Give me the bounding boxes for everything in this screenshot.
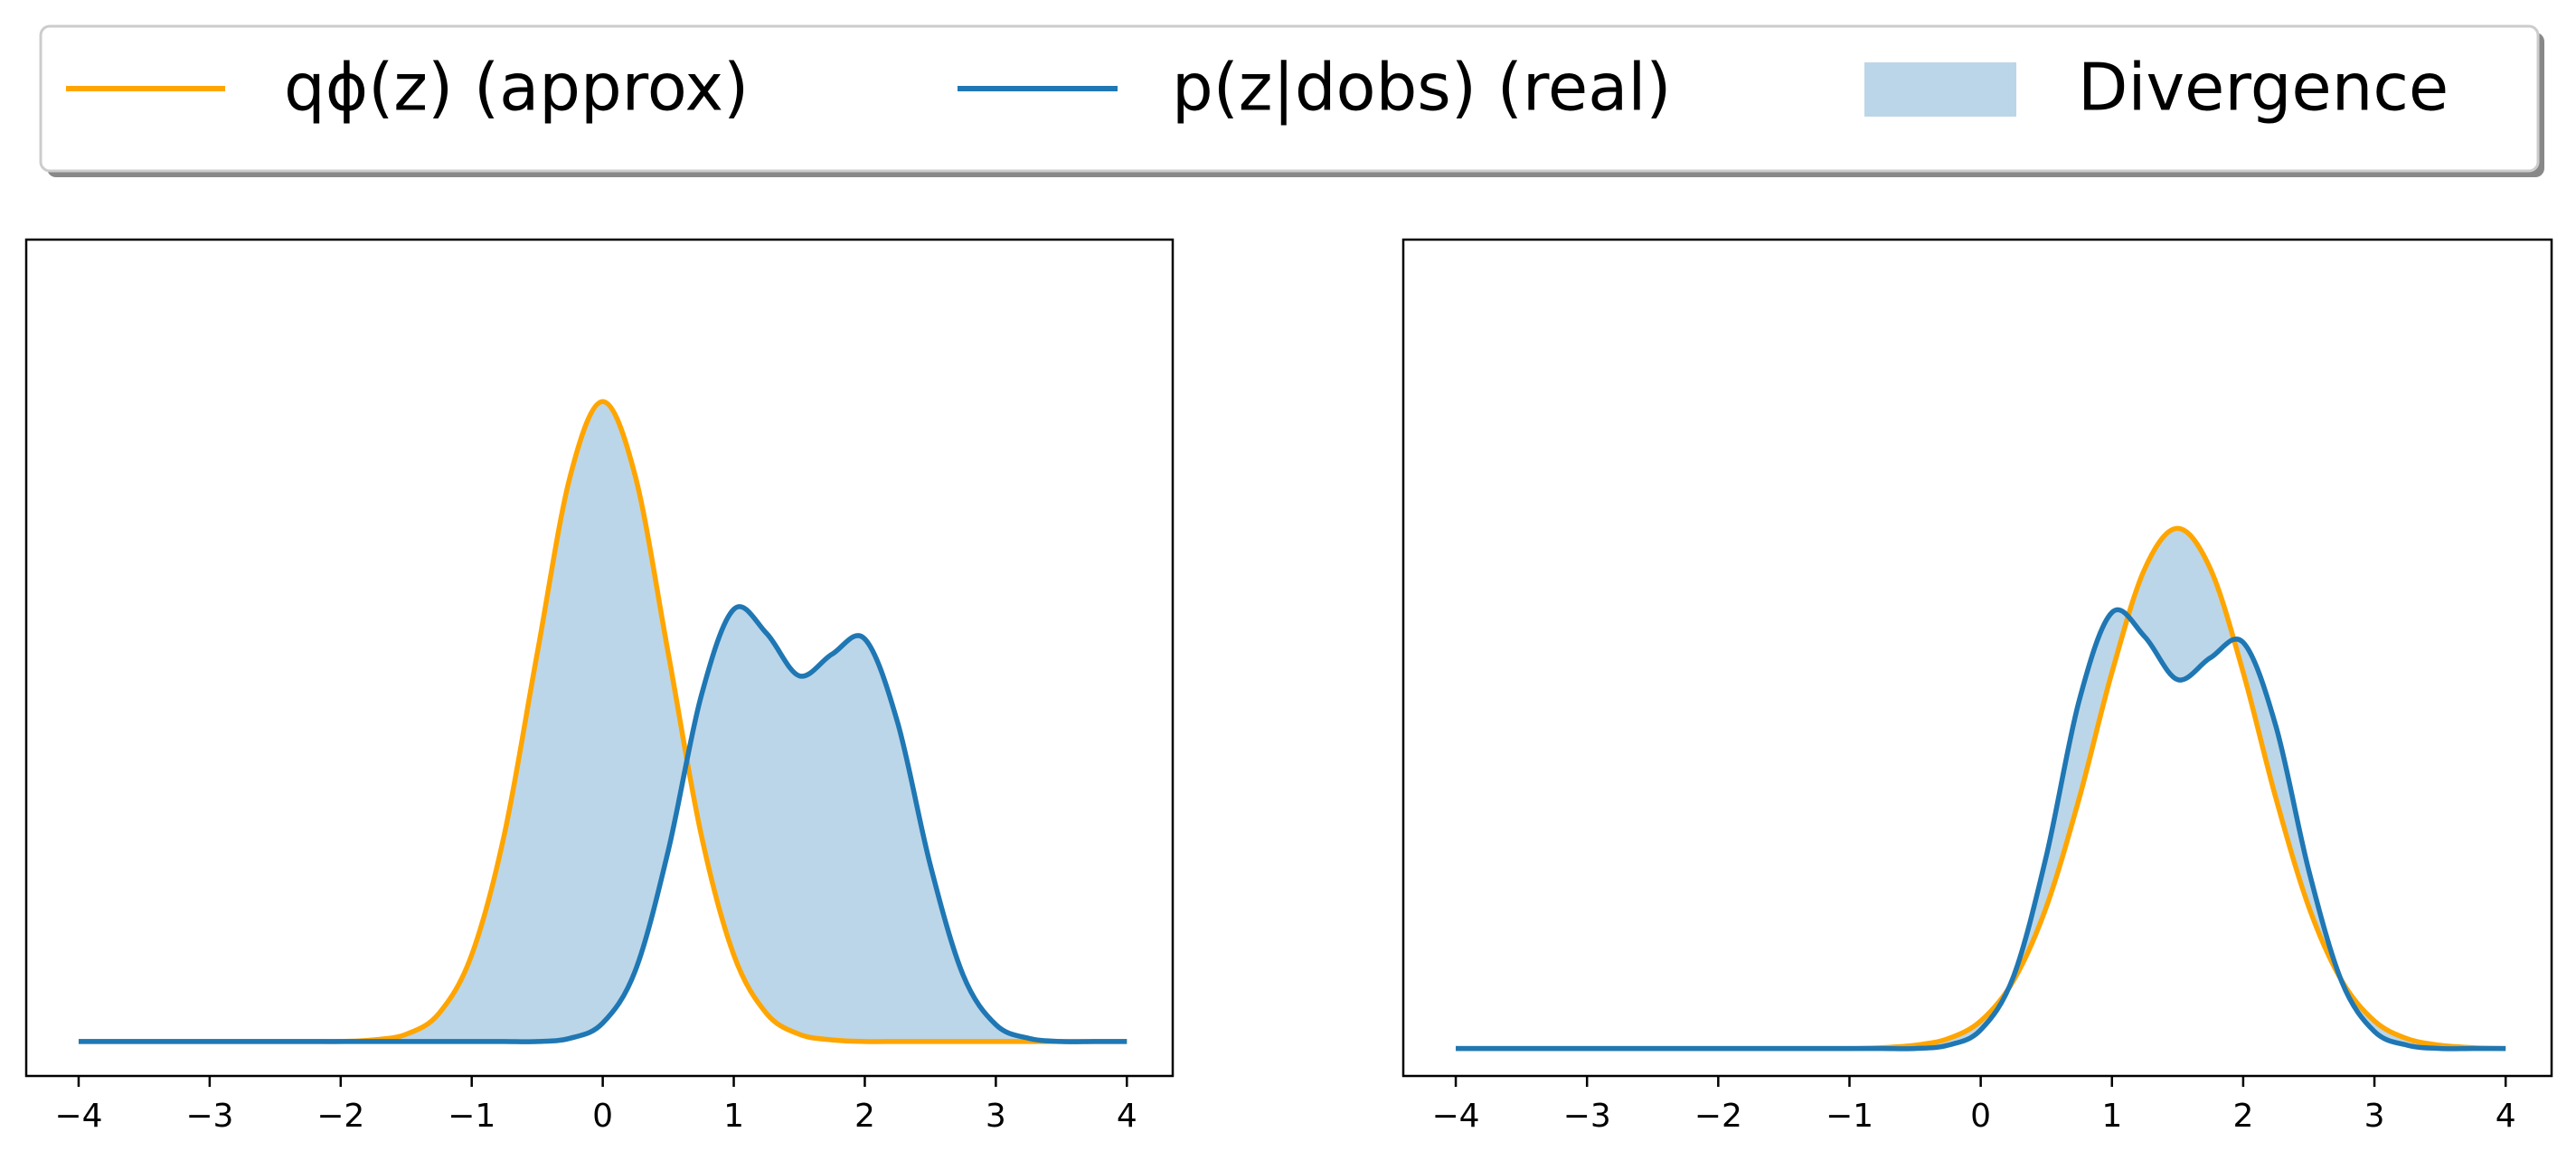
x-tick-label: −1	[448, 1098, 495, 1135]
axes-frame	[1401, 238, 2553, 1078]
legend-label: Divergence	[2078, 50, 2449, 126]
divergence-area	[78, 401, 1128, 1043]
x-tick-label: 0	[1970, 1098, 1991, 1135]
x-tick-label: 4	[1117, 1098, 1137, 1135]
x-tick-label: 3	[986, 1098, 1006, 1135]
legend-label: qϕ(z) (approx)	[284, 50, 749, 126]
density-line	[1456, 607, 2506, 1052]
x-tick-label: 2	[854, 1098, 875, 1135]
x-tick-label: −2	[1694, 1098, 1742, 1135]
divergence-area	[1456, 528, 2506, 1049]
x-tick-label: 3	[2364, 1098, 2385, 1135]
x-tick-label: −1	[1826, 1098, 1873, 1135]
axes-frame	[24, 238, 1175, 1078]
x-tick-label: −3	[1563, 1098, 1611, 1135]
x-tick-label: −2	[316, 1098, 364, 1135]
x-tick-label: 2	[2232, 1098, 2253, 1135]
x-tick-label: 1	[723, 1098, 744, 1135]
x-tick-label: 1	[2101, 1098, 2122, 1135]
x-tick-label: −4	[54, 1098, 102, 1135]
x-tick-label: −4	[1432, 1098, 1480, 1135]
legend-label: p(z|dobs) (real)	[1172, 50, 1671, 127]
x-tick-label: 4	[2496, 1098, 2516, 1135]
density-line	[78, 604, 1128, 1044]
x-tick-label: 0	[592, 1098, 613, 1135]
x-tick-label: −3	[185, 1098, 233, 1135]
legend-box	[39, 24, 2540, 173]
legend-patch	[1864, 62, 2016, 117]
density-line	[1456, 525, 2506, 1052]
